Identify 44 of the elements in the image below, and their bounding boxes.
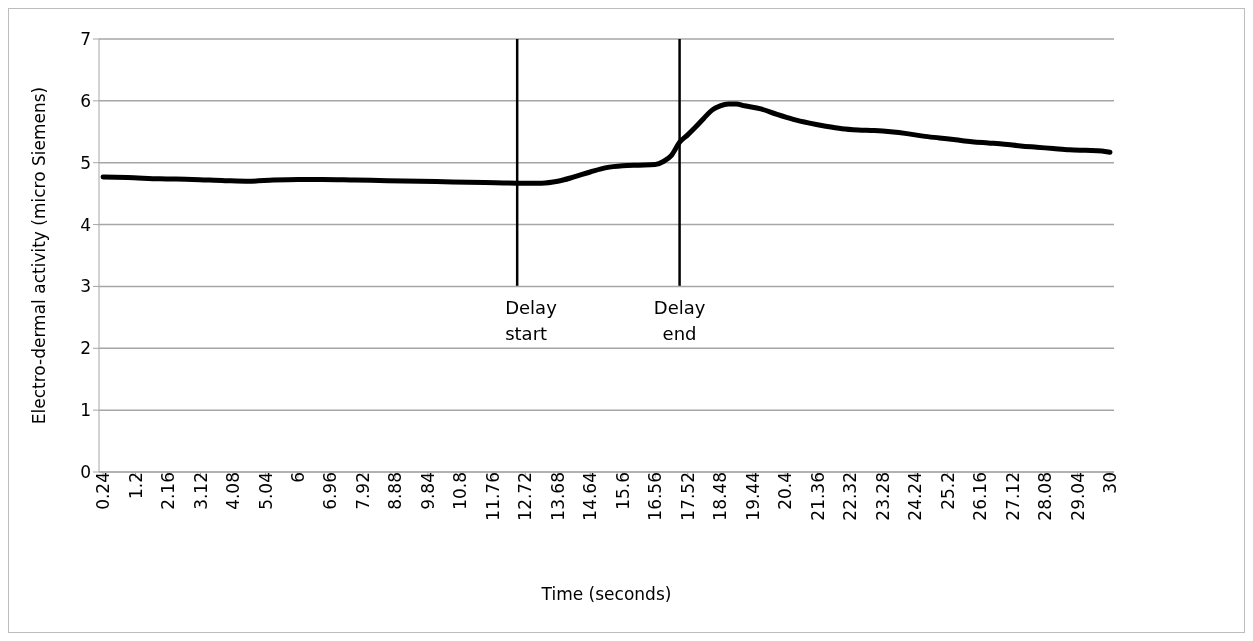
x-tick-label: 27.12 [1002, 472, 1023, 521]
y-tick-label: 2 [80, 338, 91, 359]
x-tick-label: 30 [1100, 472, 1121, 494]
x-tick-label: 11.76 [482, 472, 503, 521]
x-tick-label: 17.52 [677, 472, 698, 521]
x-tick-label: 29.04 [1067, 472, 1088, 521]
x-tick-label: 6 [288, 472, 309, 483]
x-tick-label: 0.24 [93, 472, 114, 510]
x-tick-label: 28.08 [1035, 472, 1056, 521]
x-tick-label: 1.2 [125, 472, 146, 500]
y-tick-label: 6 [80, 90, 91, 111]
x-tick-label: 3.12 [190, 472, 211, 510]
x-tick-label: 4.08 [223, 472, 244, 510]
x-tick-label: 13.68 [547, 472, 568, 521]
x-axis-title: Time (seconds) [540, 584, 672, 604]
x-tick-label: 6.96 [320, 472, 341, 510]
y-tick-label: 5 [80, 152, 91, 173]
x-tick-label: 15.6 [612, 472, 633, 510]
y-axis-title: Electro-dermal activity (micro Siemens) [29, 86, 50, 425]
y-tick-label: 7 [80, 29, 91, 50]
ref-line-label: Delay start [505, 296, 558, 344]
y-tick-label: 1 [80, 400, 91, 421]
x-tick-label: 10.8 [450, 472, 471, 510]
x-tick-label: 20.4 [775, 472, 796, 510]
x-tick-label: 9.84 [417, 472, 438, 510]
ref-line-label: Delay end [653, 296, 706, 344]
x-tick-label: 18.48 [710, 472, 731, 521]
x-tick-label: 12.72 [515, 472, 536, 521]
y-tick-label: 0 [80, 462, 91, 483]
x-tick-label: 7.92 [352, 472, 373, 510]
x-tick-label: 14.64 [580, 472, 601, 521]
x-tick-label: 23.28 [872, 472, 893, 521]
x-tick-label: 25.2 [937, 472, 958, 510]
x-tick-label: 19.44 [742, 472, 763, 521]
x-tick-label: 2.16 [158, 472, 179, 510]
x-tick-label: 21.36 [807, 472, 828, 521]
x-tick-label: 24.24 [905, 472, 926, 521]
y-tick-label: 3 [80, 276, 91, 297]
x-tick-label: 22.32 [840, 472, 861, 521]
y-tick-label: 4 [80, 214, 91, 235]
x-tick-label: 16.56 [645, 472, 666, 521]
x-tick-label: 5.04 [255, 472, 276, 510]
x-tick-label: 26.16 [970, 472, 991, 521]
x-tick-label: 8.88 [385, 472, 406, 510]
